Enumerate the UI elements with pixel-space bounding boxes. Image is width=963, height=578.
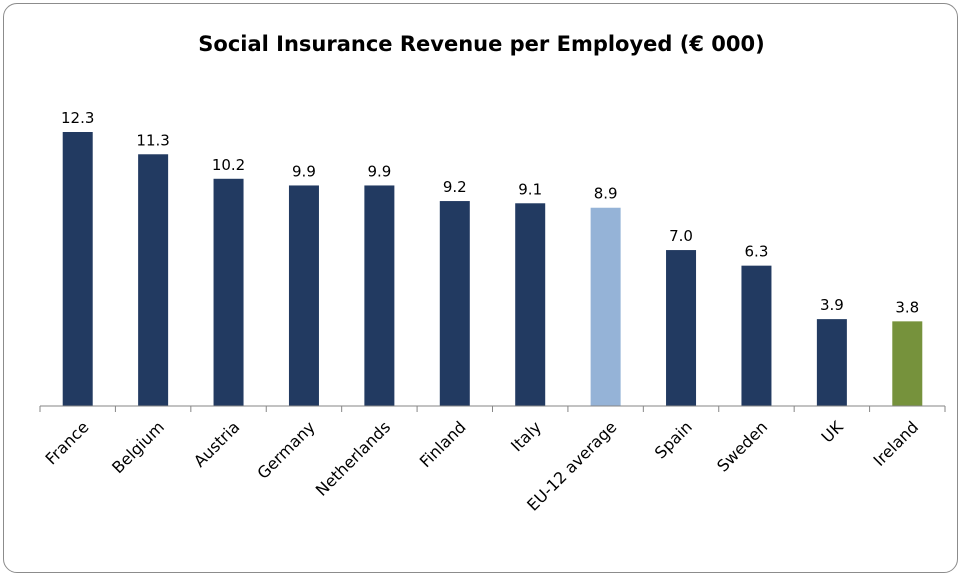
value-label-germany: 9.9: [292, 162, 316, 180]
bar-uk: [816, 319, 847, 406]
value-label-france: 12.3: [61, 109, 94, 127]
category-label-finland: Finland: [416, 417, 470, 471]
category-label-france: France: [41, 417, 92, 468]
value-label-belgium: 11.3: [136, 131, 169, 149]
bar-germany: [288, 185, 319, 406]
bar-netherlands: [364, 185, 395, 406]
bar-belgium: [138, 154, 169, 406]
category-label-germany: Germany: [253, 417, 318, 482]
category-label-netherlands: Netherlands: [312, 417, 394, 499]
bars-group: [62, 132, 923, 406]
bar-spain: [666, 250, 697, 406]
category-label-ireland: Ireland: [870, 417, 923, 470]
bar-austria: [213, 178, 244, 406]
bar-finland: [439, 201, 470, 406]
value-label-spain: 7.0: [669, 227, 693, 245]
value-label-italy: 9.1: [518, 180, 542, 198]
bar-italy: [515, 203, 546, 406]
bar-ireland: [892, 321, 923, 406]
value-label-ireland: 3.8: [895, 298, 919, 316]
chart-title: Social Insurance Revenue per Employed (€…: [198, 32, 765, 56]
value-label-uk: 3.9: [820, 296, 844, 314]
bar-france: [62, 132, 93, 406]
category-label-sweden: Sweden: [713, 417, 771, 475]
category-label-spain: Spain: [651, 417, 696, 462]
value-labels-group: 12.3 11.3 10.2 9.9 9.9 9.2 9.1 8.9 7.0 6.3 3.9 3.8: [61, 109, 919, 316]
value-label-netherlands: 9.9: [367, 162, 391, 180]
category-label-belgium: Belgium: [108, 417, 168, 477]
category-label-italy: Italy: [507, 417, 545, 455]
value-label-finland: 9.2: [443, 178, 467, 196]
x-axis: [39, 405, 946, 412]
bar-eu-12-average: [590, 207, 621, 406]
value-label-eu-12-average: 8.9: [594, 185, 618, 203]
value-label-austria: 10.2: [212, 156, 245, 174]
category-label-uk: UK: [818, 417, 847, 446]
category-label-austria: Austria: [190, 417, 243, 470]
bar-sweden: [741, 265, 772, 406]
value-label-sweden: 6.3: [745, 243, 769, 261]
